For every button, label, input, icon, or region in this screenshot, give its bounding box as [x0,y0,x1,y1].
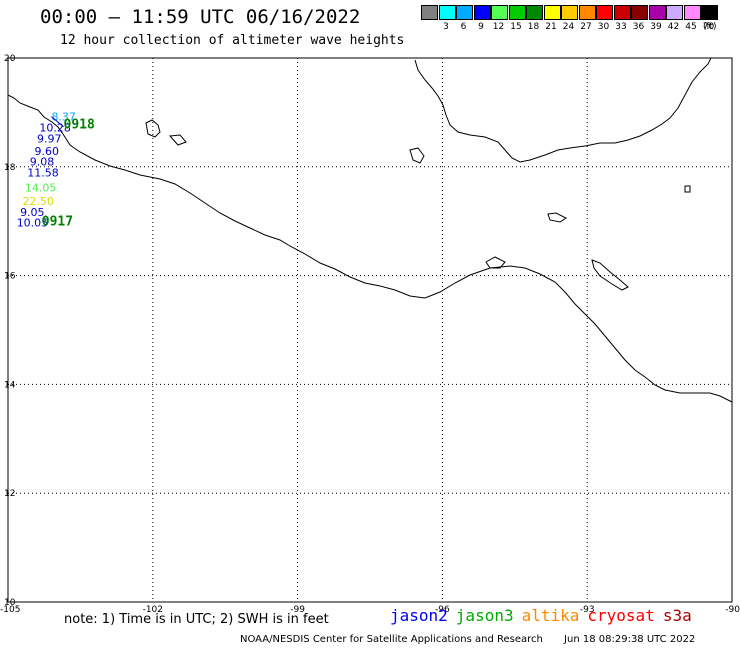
satellite-name: jason3 [455,606,514,625]
lat-tick-label: 20 [4,54,16,64]
island-1 [145,119,161,138]
lon-tick-label: -90 [725,605,740,615]
legend-swatch [613,5,631,20]
wave-height-value: 9.08 [30,156,55,169]
wave-height-value: 14.05 [25,181,57,194]
lon-tick-label: -93 [580,605,595,615]
map-subtitle: 12 hour collection of altimeter wave hei… [60,33,405,48]
legend-label: 45 [685,22,697,32]
legend-label: 15 [510,22,522,32]
lat-tick-label: 10 [4,598,16,608]
island-5 [591,259,629,291]
legend-label: 42 [667,22,680,32]
legend-label: 27 [580,22,592,32]
wave-height-value: 8.37 [51,111,76,124]
legend-label: 3 [443,22,449,32]
wave-height-value: 10.28 [39,121,71,134]
legend-label: 21 [545,22,557,32]
legend-swatch [561,5,578,20]
legend-swatch [491,5,508,20]
map-frame [7,57,733,603]
legend-label: 6 [460,22,467,32]
legend-swatch [508,5,526,20]
legend-swatch [683,5,701,20]
legend-label: 9 [478,22,484,32]
island-3 [409,147,425,164]
legend-label: 39 [650,22,662,32]
legend-label: 36 [632,22,645,32]
lat-tick-label: 12 [4,489,15,499]
legend-swatch [701,5,718,20]
lat-tick-label: 16 [4,272,16,282]
legend-label: 24 [562,22,575,32]
axis-labels: 20 18 16 14 12 10-105 -102 -99 -96 -93 -90 [0,54,740,615]
legend-swatch [526,5,543,20]
legend-label: 18 [527,22,540,32]
lat-tick-label: 14 [4,380,16,390]
island-7 [684,185,691,193]
coastline [7,57,733,403]
legend-swatch [648,5,666,20]
wave-height-value: 9.05 [20,206,45,219]
footer: NOAA/NESDIS Center for Satellite Applica… [240,634,695,645]
map-grid [7,57,733,603]
lon-tick-label: -105 [0,605,20,615]
legend-label: 33 [615,22,627,32]
pass-time-label: 0918 [64,118,95,133]
satellite-name: s3a [662,606,692,625]
wave-height-value: 9.97 [37,132,62,145]
footer-credit: NOAA/NESDIS Center for Satellite Applica… [240,634,543,645]
pass-labels: 0918 0917 [42,118,95,230]
legend-swatch [421,5,438,20]
lon-tick-label: -99 [290,605,305,615]
observation-labels: 8.3710.289.979.609.0811.5814.0522.509.05… [17,111,76,230]
satellite-key: jason2 jason3 altika cryosat s3a [390,606,700,625]
track-line [51,116,64,128]
legend-swatch [631,5,648,20]
satellite-name: cryosat [587,606,655,625]
lon-tick-label: -96 [435,605,450,615]
gulf-of-mexico-coast [414,57,712,163]
wave-height-value: 11.58 [27,167,59,180]
legend-swatch [543,5,561,20]
wave-height-value: 22.50 [22,195,54,208]
island-4 [485,256,506,269]
footer-timestamp: Jun 18 08:29:38 UTC 2022 [564,634,696,645]
legend-swatch [438,5,456,20]
legend-label: 12 [492,22,505,32]
legend-label: 70 [702,22,715,32]
legend-swatch [666,5,683,20]
satellite-name: jason2 [390,606,448,625]
pass-time-label: 0917 [42,215,73,230]
legend-swatch [473,5,491,20]
satellite-name: altika [521,606,580,625]
wave-height-value: 9.60 [35,145,60,158]
legend-label: 30 [597,22,610,32]
legend-swatch [578,5,596,20]
legend-swatch [456,5,473,20]
note-text: note: 1) Time is in UTC; 2) SWH is in fe… [64,612,329,627]
mexico-pacific-coast [7,94,733,403]
map-title: 00:00 – 11:59 UTC 06/16/2022 [40,6,361,28]
island-6 [547,212,567,223]
island-2 [168,134,187,146]
lat-tick-label: 18 [4,163,16,173]
wave-height-value: 10.05 [17,217,49,230]
lon-tick-label: -102 [143,605,163,615]
legend-unit: (ft) [703,22,717,32]
legend-swatch [596,5,613,20]
